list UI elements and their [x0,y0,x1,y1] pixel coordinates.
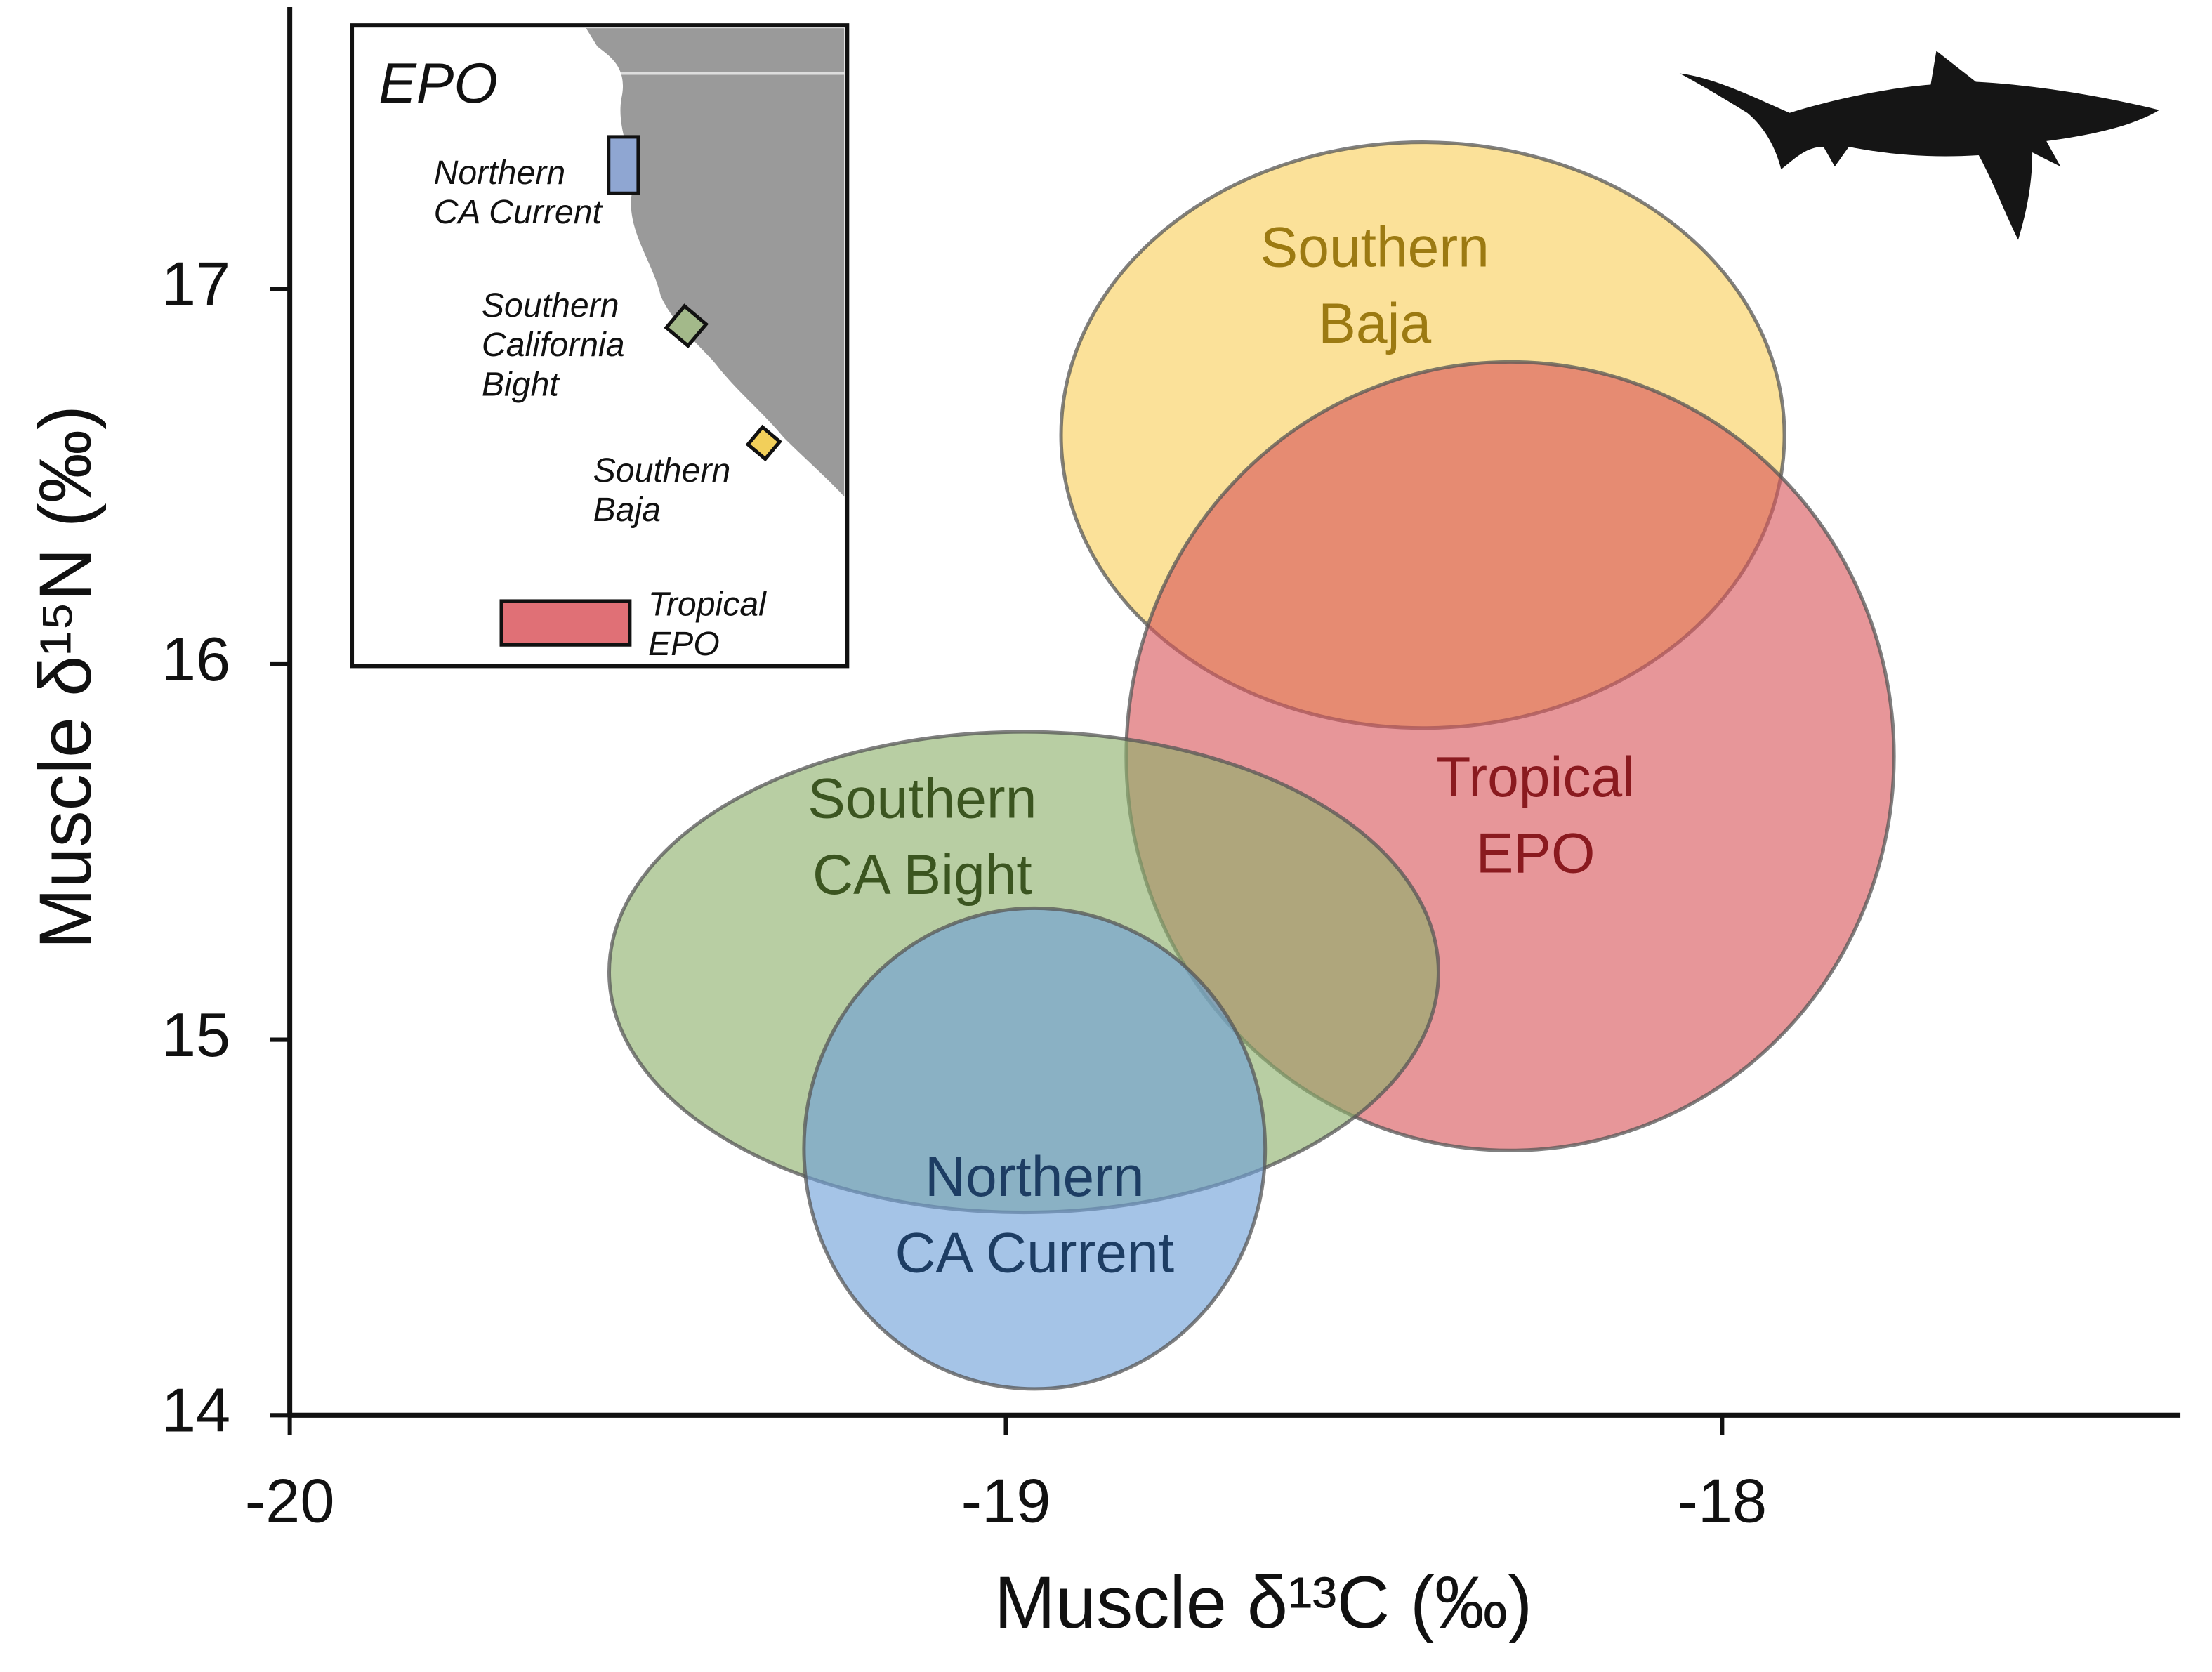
y-tick-label: 15 [162,1000,230,1069]
ellipse-labels: Southern Baja Tropical EPO Southern CA Bight N… [808,216,1635,1285]
ellipse-label: Tropical [1436,746,1635,809]
y-tick-label: 17 [162,249,230,318]
inset-label: California [482,326,625,364]
y-axis-label: Muscle δ¹⁵N (‰) [25,405,107,949]
inset-label: Tropical [648,586,767,624]
region-box [745,424,782,462]
inset-label: Southern [482,287,619,324]
inset-label: EPO [648,625,720,663]
region-box [664,303,709,348]
x-axis-label: Muscle δ¹³C (‰) [994,1562,1532,1644]
inset-label: Bight [482,365,561,403]
shark-icon [1679,51,2159,240]
ellipse-label: Northern [925,1145,1145,1209]
ellipse-label: Southern [1260,216,1489,279]
ellipse-label: Baja [1318,292,1431,355]
y-tick-label: 16 [162,624,230,694]
ellipse [802,906,1268,1391]
ellipses [607,140,1896,1391]
inset-label: Northern [434,154,566,192]
land [586,28,845,497]
ellipse-label: CA Current [895,1222,1174,1285]
region-box [499,599,632,647]
x-tick-label: -18 [1677,1466,1767,1535]
inset-label: Southern [593,452,731,489]
x-tick-label: -20 [245,1466,335,1535]
ellipse-label: Southern [808,767,1036,830]
inset-label: CA Current [434,193,604,231]
x-tick-label: -19 [961,1466,1051,1535]
y-tick-label: 14 [162,1376,230,1445]
inset-label: Baja [593,491,661,529]
region-box [607,135,640,195]
gulf-line [704,366,792,461]
inset-map: EPO [350,23,850,669]
ellipse-label: CA Bight [812,843,1032,907]
ellipse-label: EPO [1476,822,1595,886]
inset-title: EPO [378,52,498,115]
